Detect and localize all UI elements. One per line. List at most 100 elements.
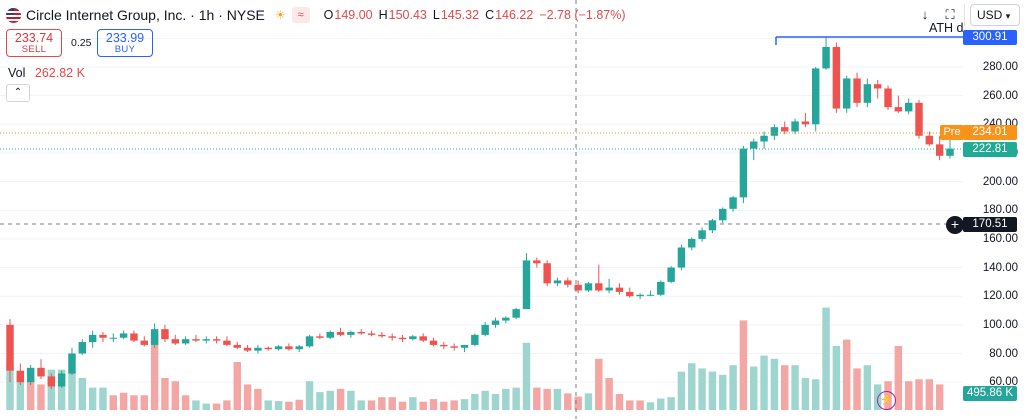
candle-up — [667, 267, 675, 282]
axis-tick: 120.00 — [982, 290, 1018, 302]
candle-down — [99, 334, 107, 338]
volume-bar — [254, 388, 262, 410]
candle-up — [460, 344, 469, 348]
volume-bar — [915, 379, 923, 410]
volume-bar — [78, 378, 87, 410]
ath-label: ATH d — [929, 21, 964, 35]
candle-up — [750, 141, 758, 149]
sell-price: 233.74 — [14, 31, 54, 45]
volume-bar — [140, 395, 149, 410]
volume-bar — [481, 390, 489, 410]
candle-up — [770, 127, 779, 136]
sell-button[interactable]: 233.74 SELL — [6, 29, 62, 57]
sun-icon[interactable]: ☀ — [274, 8, 286, 22]
volume-bar — [212, 403, 221, 410]
volume-bar — [233, 362, 241, 410]
candle-up — [739, 148, 748, 198]
symbol-title[interactable]: Circle Internet Group, Inc. · 1h · NYSE — [26, 7, 265, 23]
volume-bar — [512, 387, 520, 410]
currency-select[interactable]: USD ▾ — [970, 4, 1020, 26]
volume-bar — [336, 388, 345, 410]
candle-up — [305, 336, 314, 347]
candle-up — [254, 347, 262, 351]
candle-up — [78, 342, 87, 354]
candle-up — [636, 294, 644, 297]
lightning-icon[interactable]: ⚡ — [877, 391, 896, 410]
volume-bar — [584, 393, 593, 410]
volume-bar — [37, 384, 45, 410]
volume-bar — [6, 365, 14, 410]
volume-bar — [677, 371, 686, 410]
crosshair-price-tag: 170.51 — [963, 217, 1017, 232]
collapse-legend-button[interactable]: ⌃ — [6, 84, 30, 102]
volume-bar — [925, 379, 934, 410]
volume-bar — [347, 390, 355, 410]
volume-bar — [295, 399, 303, 410]
volume-bar — [553, 388, 562, 410]
candle-up — [677, 247, 686, 268]
symbol-legend[interactable]: Circle Internet Group, Inc. · 1h · NYSE … — [6, 6, 632, 24]
axis-tick: 100.00 — [982, 319, 1018, 331]
volume-bar — [471, 394, 479, 410]
volume-bar — [305, 381, 314, 410]
candle-down — [16, 370, 25, 383]
candle-up — [729, 197, 737, 209]
volume-bar — [770, 358, 779, 410]
volume-bar — [326, 390, 334, 410]
volume-bar — [223, 400, 231, 410]
wave-icon[interactable]: ≈ — [291, 7, 310, 23]
axis-tick: 60.00 — [989, 376, 1018, 388]
change-value: −2.78 (−1.87%) — [539, 8, 626, 22]
volume-bar — [26, 381, 35, 410]
candle-up — [471, 334, 479, 345]
candle-down — [140, 340, 149, 345]
pre-market-label: Pre — [940, 125, 964, 140]
candle-down — [440, 344, 448, 347]
candle-down — [915, 102, 923, 136]
volume-bar — [502, 388, 510, 410]
candle-down — [192, 339, 200, 341]
candle-down — [450, 346, 458, 348]
buy-button[interactable]: 233.99 BUY — [97, 29, 153, 57]
candle-up — [109, 337, 118, 339]
fullscreen-icon[interactable]: ⛶ — [945, 7, 955, 22]
candle-down — [832, 46, 841, 109]
volume-bar — [935, 384, 944, 410]
axis-tick: 160.00 — [982, 233, 1018, 245]
candle-down — [378, 334, 386, 337]
volume-legend[interactable]: Vol 262.82 K — [8, 66, 85, 80]
candle-up — [688, 238, 696, 248]
candle-up — [57, 373, 66, 387]
candle-down — [419, 336, 427, 341]
download-icon[interactable]: ↓ — [921, 7, 929, 22]
volume-bar — [264, 400, 272, 410]
volume-bar — [88, 387, 97, 410]
volume-bar — [274, 401, 283, 410]
volume-bar — [533, 387, 541, 410]
candle-down — [615, 287, 624, 292]
candle-down — [626, 291, 634, 297]
volume-bar — [811, 379, 820, 410]
candle-up — [584, 283, 593, 291]
buy-price: 233.99 — [105, 31, 145, 45]
currency-value: USD — [977, 8, 1003, 22]
volume-bar — [202, 403, 210, 410]
candle-down — [171, 339, 179, 344]
candle-up — [502, 317, 510, 321]
candle-up — [646, 294, 655, 296]
candle-down — [533, 260, 541, 264]
candle-up — [68, 353, 76, 374]
add-alert-plus-icon[interactable]: + — [946, 216, 964, 234]
candle-down — [388, 336, 396, 338]
pre-market-price-tag: 234.01 — [963, 125, 1017, 140]
axis-tick: 180.00 — [982, 204, 1018, 216]
volume-bar — [398, 401, 407, 410]
candle-down — [316, 336, 324, 338]
volume-bar — [460, 399, 469, 410]
volume-bar — [688, 363, 696, 410]
candlesticks — [6, 36, 954, 390]
candle-up — [409, 336, 417, 340]
volume-bar — [842, 339, 851, 410]
volume-bar — [853, 368, 861, 410]
